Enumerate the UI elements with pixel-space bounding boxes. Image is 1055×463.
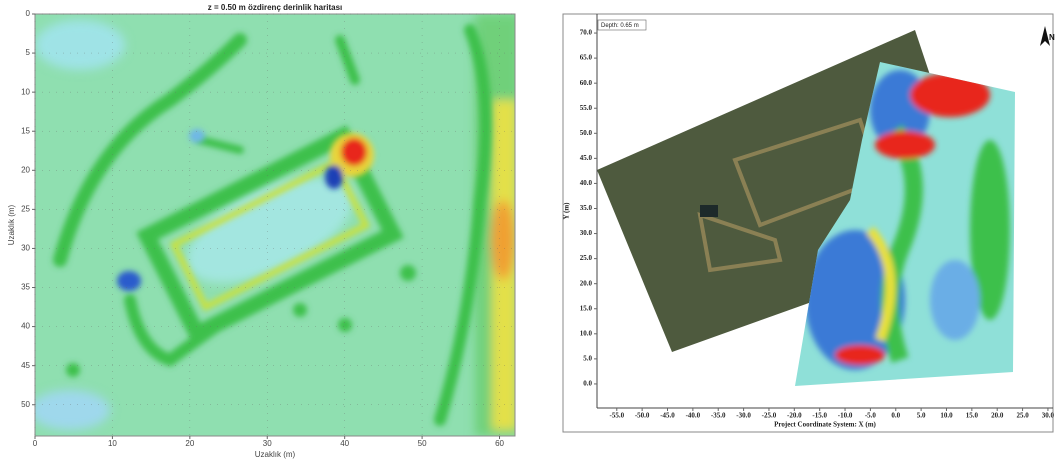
y-tick-label: 15.0 <box>580 304 593 312</box>
x-tick-label: 10.0 <box>940 412 953 420</box>
y-tick-label: 40 <box>21 322 30 331</box>
y-tick-label: 50 <box>21 400 30 409</box>
x-tick-label: -5.0 <box>865 412 877 420</box>
y-tick-label: 35 <box>21 283 30 292</box>
y-tick-label: 45 <box>21 361 30 370</box>
x-tick-label: 40 <box>340 439 349 448</box>
y-tick-label: 25 <box>21 204 30 213</box>
x-axis-title: Project Coordinate System: X (m) <box>774 421 876 429</box>
x-tick-label: -20.0 <box>787 412 802 420</box>
x-tick-label: -45.0 <box>660 412 675 420</box>
page: z = 0.50 m özdirenç derinlik haritası Uz… <box>0 0 1055 463</box>
x-tick-label: -10.0 <box>838 412 853 420</box>
y-tick-label: 35.0 <box>580 204 593 212</box>
x-tick-label: 10 <box>108 439 117 448</box>
y-tick-label: 30 <box>21 244 30 253</box>
y-tick-label: 50.0 <box>580 129 593 137</box>
y-tick-label: 15 <box>21 126 30 135</box>
x-tick-label: 30 <box>263 439 272 448</box>
x-tick-label: 15.0 <box>966 412 979 420</box>
x-tick-label: 30.0 <box>1042 412 1055 420</box>
heatmap-image <box>30 14 520 436</box>
y-tick-label: 10 <box>21 87 30 96</box>
x-tick-label: -40.0 <box>686 412 701 420</box>
y-tick-label: 0 <box>26 9 31 18</box>
x-tick-label: -15.0 <box>812 412 827 420</box>
x-tick-label: -35.0 <box>711 412 726 420</box>
y-tick-label: 55.0 <box>580 104 593 112</box>
y-tick-label: 25.0 <box>580 254 593 262</box>
y-tick-label: 65.0 <box>580 54 593 62</box>
x-tick-label: 0.0 <box>891 412 900 420</box>
x-tick-label: -30.0 <box>736 412 751 420</box>
x-axis-title: Uzaklık (m) <box>255 450 296 459</box>
x-tick-label: 20.0 <box>991 412 1004 420</box>
y-tick-label: 20.0 <box>580 279 593 287</box>
y-tick-label: 5 <box>26 48 31 57</box>
chart-title: z = 0.50 m özdirenç derinlik haritası <box>208 3 343 12</box>
pond <box>700 205 718 217</box>
y-axis-title: Uzaklık (m) <box>7 204 16 245</box>
y-tick-label: 45.0 <box>580 154 593 162</box>
x-tick-label: 60 <box>495 439 504 448</box>
y-tick-label: 70.0 <box>580 29 593 37</box>
y-tick-label: 60.0 <box>580 79 593 87</box>
x-tick-label: 20 <box>185 439 194 448</box>
y-tick-label: 40.0 <box>580 179 593 187</box>
y-tick-label: 10.0 <box>580 329 593 337</box>
x-tick-label: 0 <box>33 439 38 448</box>
x-tick-label: -50.0 <box>635 412 650 420</box>
x-tick-label: 50 <box>418 439 427 448</box>
y-tick-label: 30.0 <box>580 229 593 237</box>
y-tick-label: 0.0 <box>583 380 592 388</box>
y-tick-label: 20 <box>21 165 30 174</box>
x-tick-label: -55.0 <box>609 412 624 420</box>
x-tick-label: 5.0 <box>917 412 926 420</box>
annotation: Depth: 0.65 m <box>601 23 639 29</box>
x-tick-label: -25.0 <box>762 412 777 420</box>
y-tick-label: 5.0 <box>583 354 592 362</box>
compass: N <box>1049 33 1055 42</box>
y-axis-title: Y (m) <box>563 202 571 220</box>
x-tick-label: 25.0 <box>1016 412 1029 420</box>
